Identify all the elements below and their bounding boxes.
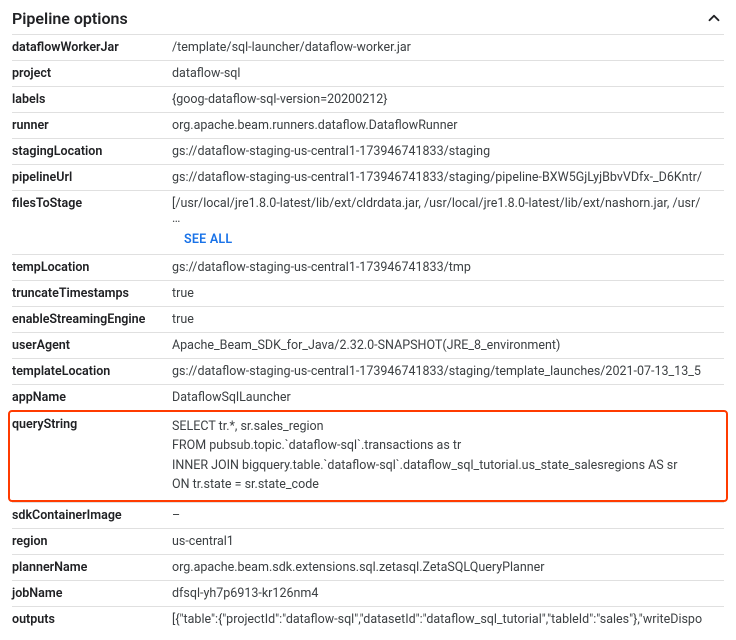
files-value: [/usr/local/jre1.8.0-latest/lib/ext/cldr… <box>172 196 724 226</box>
panel-header[interactable]: Pipeline options <box>12 0 724 34</box>
option-key: pipelineUrl <box>12 170 172 185</box>
option-key: filesToStage <box>12 196 172 211</box>
option-value: – <box>172 508 724 523</box>
option-key: dataflowWorkerJar <box>12 40 172 55</box>
option-value: SELECT tr.*, sr.sales_region FROM pubsub… <box>172 417 724 495</box>
option-key: userAgent <box>12 338 172 353</box>
option-value: [{"table":{"projectId":"dataflow-sql","d… <box>172 612 724 627</box>
option-row: userAgent Apache_Beam_SDK_for_Java/2.32.… <box>12 332 724 358</box>
option-key: labels <box>12 92 172 107</box>
option-row: appName DataflowSqlLauncher <box>12 384 724 410</box>
option-row: queryString SELECT tr.*, sr.sales_region… <box>12 412 724 500</box>
option-key: region <box>12 534 172 549</box>
option-row: truncateTimestamps true <box>12 280 724 306</box>
option-value: org.apache.beam.runners.dataflow.Dataflo… <box>172 118 724 133</box>
option-value: gs://dataflow-staging-us-central1-173946… <box>172 144 724 159</box>
option-key: outputs <box>12 612 172 627</box>
option-value: org.apache.beam.sdk.extensions.sql.zetas… <box>172 560 724 575</box>
option-row: tempLocation gs://dataflow-staging-us-ce… <box>12 254 724 280</box>
option-row: runner org.apache.beam.runners.dataflow.… <box>12 112 724 138</box>
option-value: {goog-dataflow-sql-version=20200212} <box>172 92 724 107</box>
option-value: DataflowSqlLauncher <box>172 390 724 405</box>
option-key: jobName <box>12 586 172 601</box>
option-row: stagingLocation gs://dataflow-staging-us… <box>12 138 724 164</box>
option-row: jobName dfsql-yh7p6913-kr126nm4 <box>12 580 724 606</box>
highlighted-query-string: queryString SELECT tr.*, sr.sales_region… <box>8 410 728 502</box>
option-key: runner <box>12 118 172 133</box>
option-key: enableStreamingEngine <box>12 312 172 327</box>
option-key: queryString <box>12 417 172 432</box>
option-key: truncateTimestamps <box>12 286 172 301</box>
option-value: /template/sql-launcher/dataflow-worker.j… <box>172 40 724 55</box>
option-row: project dataflow-sql <box>12 60 724 86</box>
option-row: templateLocation gs://dataflow-staging-u… <box>12 358 724 384</box>
option-key: sdkContainerImage <box>12 508 172 523</box>
pipeline-options-panel: Pipeline options dataflowWorkerJar /temp… <box>0 0 736 640</box>
option-key: appName <box>12 390 172 405</box>
option-row: region us-central1 <box>12 528 724 554</box>
option-row: labels {goog-dataflow-sql-version=202002… <box>12 86 724 112</box>
panel-title: Pipeline options <box>12 9 128 28</box>
option-key: stagingLocation <box>12 144 172 159</box>
option-row: outputs [{"table":{"projectId":"dataflow… <box>12 606 724 632</box>
option-value: gs://dataflow-staging-us-central1-173946… <box>172 364 724 379</box>
option-value: us-central1 <box>172 534 724 549</box>
option-row: filesToStage [/usr/local/jre1.8.0-latest… <box>12 190 724 254</box>
option-row: plannerName org.apache.beam.sdk.extensio… <box>12 554 724 580</box>
option-value: dataflow-sql <box>172 66 724 81</box>
option-key: project <box>12 66 172 81</box>
option-value: dfsql-yh7p6913-kr126nm4 <box>172 586 724 601</box>
option-value: true <box>172 312 724 327</box>
option-row: dataflowWorkerJar /template/sql-launcher… <box>12 34 724 60</box>
option-value: [/usr/local/jre1.8.0-latest/lib/ext/cldr… <box>172 196 724 249</box>
option-value: true <box>172 286 724 301</box>
option-value: gs://dataflow-staging-us-central1-173946… <box>172 170 724 185</box>
chevron-up-icon[interactable] <box>704 8 724 28</box>
option-row: pipelineUrl gs://dataflow-staging-us-cen… <box>12 164 724 190</box>
option-key: plannerName <box>12 560 172 575</box>
option-value: Apache_Beam_SDK_for_Java/2.32.0-SNAPSHOT… <box>172 338 724 353</box>
option-row: sdkContainerImage – <box>12 502 724 528</box>
option-value: gs://dataflow-staging-us-central1-173946… <box>172 260 724 275</box>
option-key: templateLocation <box>12 364 172 379</box>
see-all-button[interactable]: SEE ALL <box>172 226 724 249</box>
option-key: tempLocation <box>12 260 172 275</box>
option-row: enableStreamingEngine true <box>12 306 724 332</box>
